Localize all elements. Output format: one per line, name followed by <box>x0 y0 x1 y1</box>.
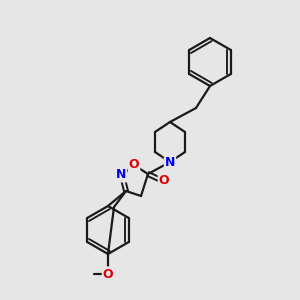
Text: O: O <box>129 158 139 170</box>
Text: O: O <box>159 173 169 187</box>
Text: N: N <box>165 155 175 169</box>
Text: N: N <box>116 169 126 182</box>
Text: O: O <box>103 268 113 281</box>
